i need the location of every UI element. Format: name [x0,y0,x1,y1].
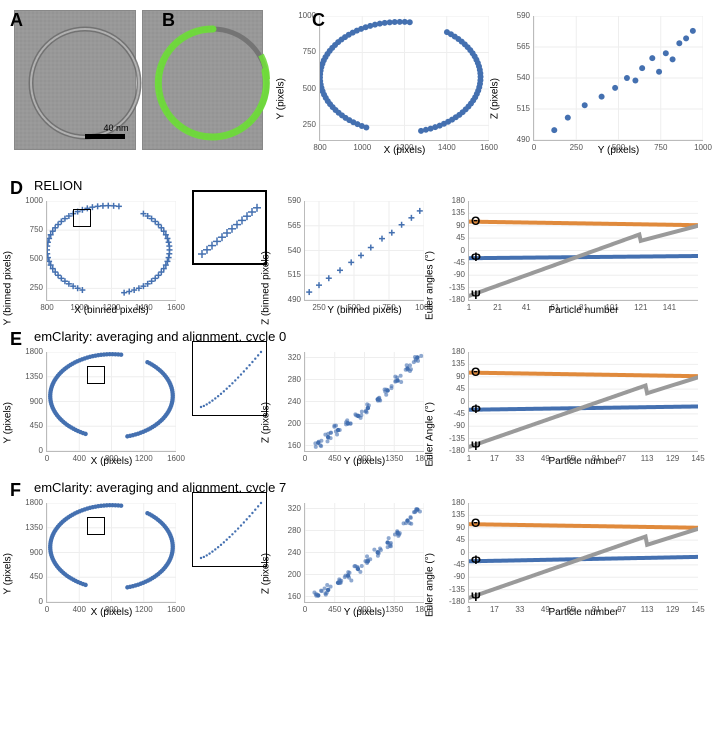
panel-e-mid: 045090013501800160200240280320Y (pixels) [304,352,424,452]
panel-d-mid: 2505007501000490515540565590Y (binned pi… [304,201,424,301]
label-a: A [10,10,23,31]
panel-f-right-wrap: -180-135-90-4504590135180117334965819711… [432,497,706,623]
panel-e-left-wrap: 040080012001600045090013501800X (pixels)… [10,346,184,472]
row-e: 040080012001600045090013501800X (pixels)… [10,346,711,472]
panel-d-left-wrap: 80010001200140016002505007501000X (binne… [10,195,184,321]
figure: A 40 nm B C 8001000120014001600250500750… [10,10,711,623]
row-d: 80010001200140016002505007501000X (binne… [10,195,711,321]
panel-f-left: 040080012001600045090013501800X (pixels) [46,503,176,603]
section-e: E emClarity: averaging and alignment, cy… [10,329,711,472]
section-d: D RELION 8001000120014001600250500750100… [10,178,711,321]
panel-d-inset [192,190,267,265]
panel-e-inset [192,341,267,416]
inset-d-svg [194,192,269,267]
panel-e-right: -180-135-90-4504590135180117334965819711… [468,352,698,452]
panel-f-inset [192,492,267,567]
panel-f-mid-wrap: 045090013501800160200240280320Y (pixels)… [268,497,432,623]
title-d: RELION [34,178,711,193]
panel-a-micrograph: 40 nm [14,10,136,150]
panel-e-right-wrap: -180-135-90-4504590135180117334965819711… [432,346,706,472]
panel-f-left-wrap: 040080012001600045090013501800X (pixels)… [10,497,184,623]
panel-d-right-wrap: -180-135-90-4504590135180121416181101121… [432,195,706,321]
panel-e-mid-wrap: 045090013501800160200240280320Y (pixels)… [268,346,432,472]
panel-f-right: -180-135-90-4504590135180117334965819711… [468,503,698,603]
label-e: E [10,329,22,350]
panel-c-right-wrap: 02505007501000490515540565590Y (pixels) … [497,10,711,161]
panel-f-mid: 045090013501800160200240280320Y (pixels) [304,503,424,603]
label-c: C [312,10,325,31]
panel-d-right: -180-135-90-4504590135180121416181101121… [468,201,698,301]
title-e: emClarity: averaging and alignment, cycl… [34,329,711,344]
title-f: emClarity: averaging and alignment, cycl… [34,480,711,495]
panel-c-left: 80010001200140016002505007501000X (pixel… [319,16,489,141]
section-f: F emClarity: averaging and alignment, cy… [10,480,711,623]
row-f: 040080012001600045090013501800X (pixels)… [10,497,711,623]
panel-c-right: 02505007501000490515540565590Y (pixels) [533,16,703,141]
panel-d-left: 80010001200140016002505007501000X (binne… [46,201,176,301]
inset-e-svg [193,342,268,417]
label-f: F [10,480,21,501]
scale-label: 40 nm [103,123,128,133]
scale-bar [85,134,125,139]
panel-b-overlay [143,11,283,151]
panel-c-left-wrap: 80010001200140016002505007501000X (pixel… [283,10,497,161]
panel-e-left: 040080012001600045090013501800X (pixels) [46,352,176,452]
row-abc: A 40 nm B C 8001000120014001600250500750… [10,10,711,170]
inset-f-svg [193,493,268,568]
panel-a-ring [15,11,155,151]
label-d: D [10,178,23,199]
panel-b-micrograph [142,10,264,150]
panel-d-mid-wrap: 2505007501000490515540565590Y (binned pi… [268,195,432,321]
label-b: B [162,10,175,31]
